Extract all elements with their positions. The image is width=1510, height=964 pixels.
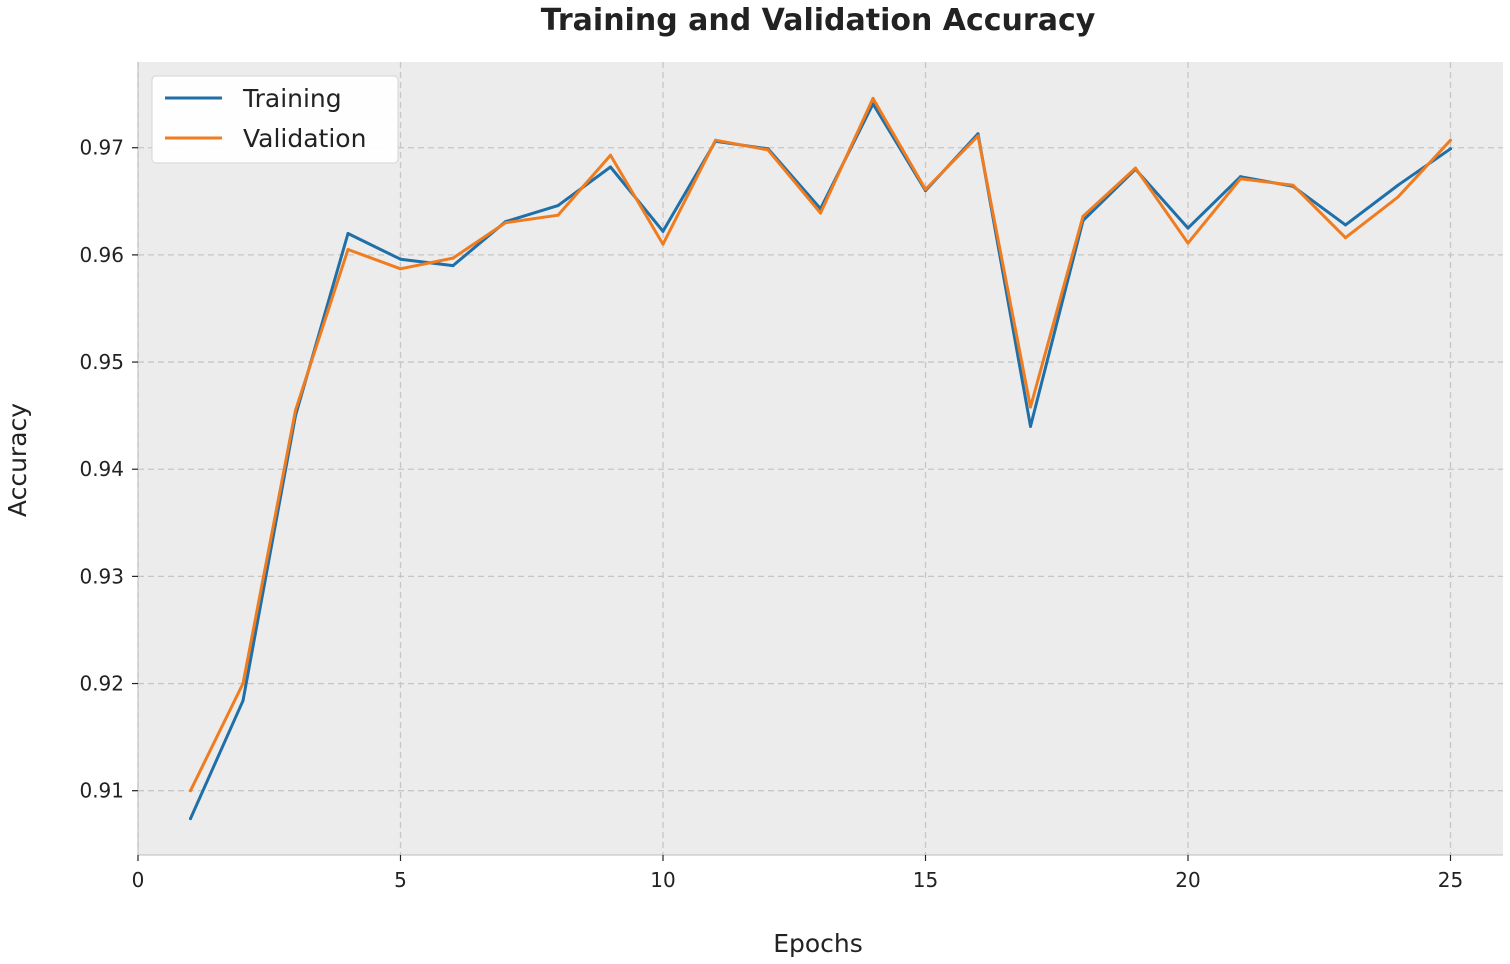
y-tick-label: 0.96 (79, 243, 124, 267)
data-point-training (189, 817, 192, 821)
grid-lines (137, 62, 1503, 855)
chart-title: Training and Validation Accuracy (541, 3, 1096, 38)
data-point-validation (714, 138, 717, 142)
tick-labels: 0 5 10 15 20 25 0.91 0.92 0.93 0.94 0.95 0.96 0.97 (79, 136, 1463, 892)
data-point-training (976, 132, 980, 136)
data-point-validation (924, 188, 927, 192)
data-point-validation (241, 682, 245, 686)
data-point-validation (1134, 166, 1137, 170)
x-tick-label: 10 (650, 868, 675, 892)
data-point-validation (1186, 241, 1190, 245)
y-tick-label: 0.97 (79, 136, 124, 160)
data-point-validation (1239, 177, 1242, 181)
data-point-training (451, 264, 455, 268)
data-point-training (346, 231, 350, 235)
data-point-validation (1344, 236, 1347, 240)
data-point-training (1396, 183, 1400, 187)
data-point-training (661, 229, 665, 233)
y-tick-label: 0.93 (79, 564, 124, 588)
x-tick-label: 15 (913, 868, 938, 892)
data-point-validation (189, 789, 192, 793)
data-point-training (556, 204, 560, 208)
x-tick-label: 20 (1175, 868, 1200, 892)
legend-label-validation: Validation (243, 124, 366, 153)
legend-label-training: Training (242, 84, 342, 113)
data-point-validation (819, 211, 822, 215)
data-point-training (1449, 147, 1452, 151)
data-point-validation (451, 256, 455, 260)
data-point-validation (1291, 183, 1295, 187)
data-point-validation (504, 221, 507, 225)
data-point-validation (661, 242, 665, 246)
data-point-validation (1081, 214, 1085, 218)
data-point-validation (1029, 405, 1032, 409)
data-point-validation (976, 134, 980, 138)
data-point-validation (609, 153, 612, 157)
data-point-training (241, 699, 245, 703)
x-tick-label: 0 (132, 868, 145, 892)
data-point-validation (556, 213, 560, 217)
data-point-validation (1396, 195, 1400, 199)
data-series (189, 96, 1452, 821)
x-tick-label: 25 (1438, 868, 1463, 892)
data-point-training (399, 257, 402, 261)
data-point-training (1344, 223, 1347, 227)
y-tick-label: 0.91 (79, 779, 124, 803)
plot-area (138, 62, 1503, 855)
y-tick-label: 0.95 (79, 350, 124, 374)
data-point-training (1186, 226, 1190, 230)
y-tick-label: 0.92 (79, 672, 124, 696)
data-point-validation (871, 96, 875, 100)
legend: Training Validation (151, 75, 399, 164)
data-point-validation (766, 148, 770, 152)
axes (132, 62, 1503, 861)
data-point-validation (399, 267, 402, 271)
y-tick-label: 0.94 (79, 457, 124, 481)
data-point-validation (1449, 138, 1452, 142)
data-point-training (609, 165, 612, 169)
x-tick-label: 5 (394, 868, 407, 892)
data-point-validation (294, 408, 297, 412)
data-point-validation (346, 248, 350, 252)
x-axis-label: Epochs (773, 929, 863, 958)
data-point-training (1029, 424, 1032, 428)
y-axis-label: Accuracy (3, 403, 32, 517)
